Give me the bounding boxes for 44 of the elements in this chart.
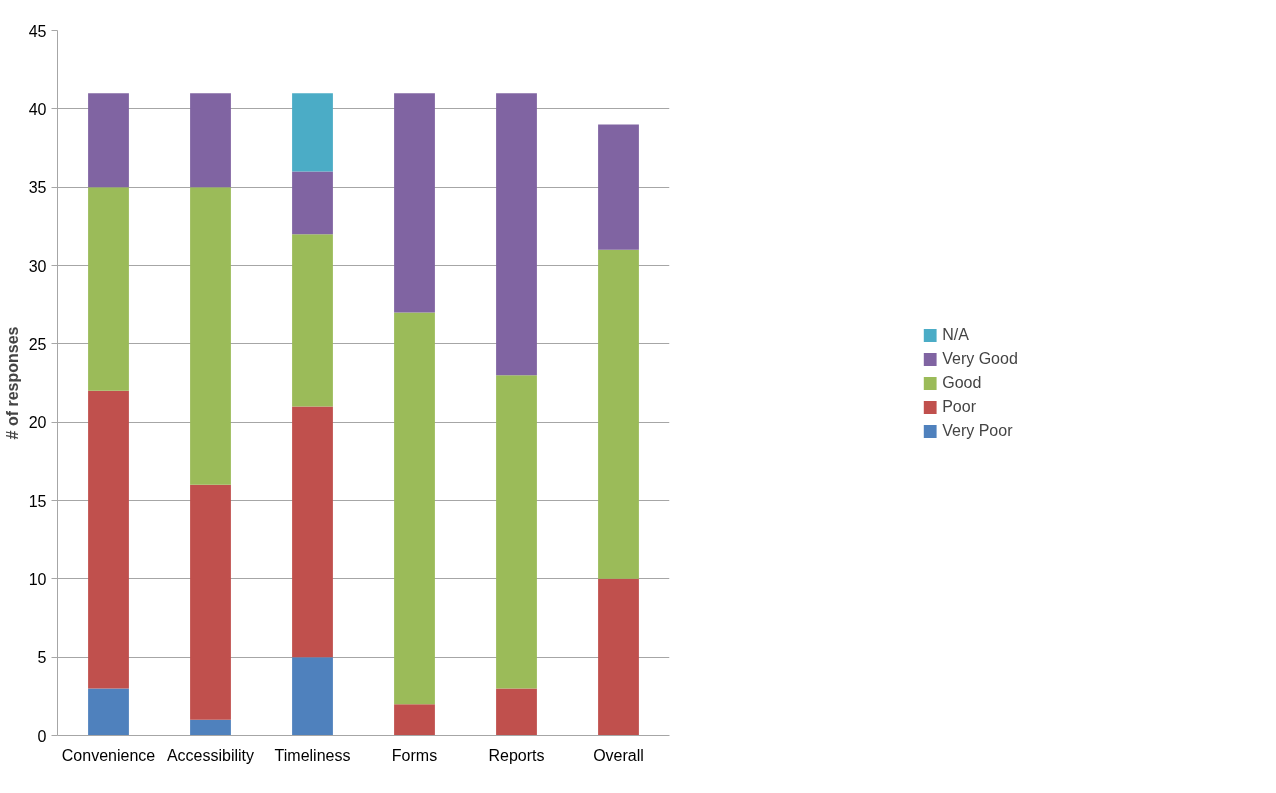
- bar: [598, 124, 639, 250]
- bar: [496, 93, 537, 376]
- bar: [88, 93, 129, 188]
- y-tick-label: 40: [28, 100, 47, 118]
- bar: [190, 719, 231, 736]
- bar: [598, 249, 639, 579]
- bar: [190, 484, 231, 720]
- bar: [88, 390, 129, 689]
- x-tick-label: Reports: [488, 746, 545, 764]
- bar: [496, 375, 537, 689]
- bar: [292, 234, 333, 407]
- bar: [394, 93, 435, 313]
- bar: [496, 688, 537, 736]
- x-tick-label: Accessibility: [166, 746, 255, 764]
- y-tick-label: 0: [37, 727, 47, 745]
- x-tick-label: Convenience: [61, 746, 156, 764]
- legend-label: Poor: [942, 397, 976, 416]
- y-tick-label: 10: [28, 570, 47, 588]
- bar: [394, 704, 435, 736]
- legend-label: Very Good: [942, 349, 1018, 368]
- y-tick-label: 45: [28, 22, 47, 40]
- bar: [190, 93, 231, 188]
- bar: [88, 688, 129, 736]
- y-axis-title: # of responses: [3, 326, 21, 440]
- y-tick-label: 5: [37, 649, 47, 667]
- legend-label: Good: [942, 373, 982, 392]
- bar: [292, 171, 333, 235]
- y-tick-label: 35: [28, 179, 47, 197]
- bar: [190, 187, 231, 485]
- y-tick-label: 30: [28, 257, 47, 275]
- legend-label: N/A: [942, 325, 969, 344]
- x-tick-label: Forms: [391, 746, 438, 764]
- y-tick-label: 15: [28, 492, 47, 510]
- x-tick-label: Timeliness: [274, 746, 351, 764]
- y-tick-label: 20: [28, 414, 47, 432]
- bar: [292, 93, 333, 172]
- legend-label: Very Poor: [942, 421, 1013, 440]
- bar: [292, 406, 333, 658]
- bar: [88, 187, 129, 391]
- bar: [394, 312, 435, 705]
- bar: [292, 657, 333, 736]
- y-tick-label: 25: [28, 335, 47, 353]
- bar: [598, 578, 639, 736]
- x-tick-label: Overall: [593, 746, 644, 764]
